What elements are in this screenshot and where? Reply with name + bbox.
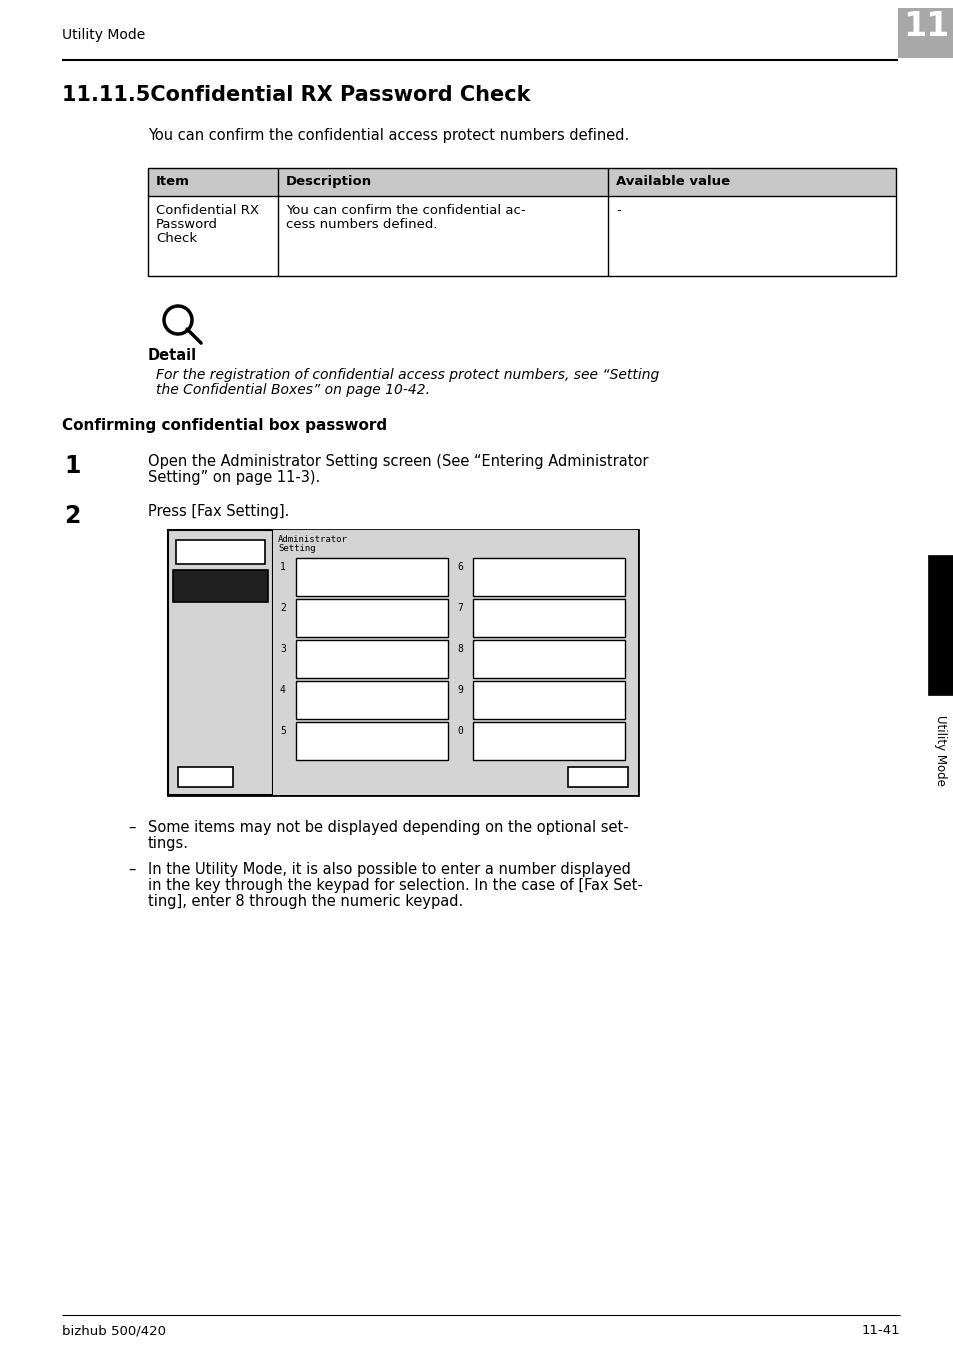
Bar xyxy=(273,530,638,795)
Bar xyxy=(473,558,624,596)
Text: Password: Password xyxy=(156,218,218,231)
Text: Utility Mode: Utility Mode xyxy=(934,715,946,786)
Text: 1: 1 xyxy=(280,562,286,572)
Bar xyxy=(473,599,624,637)
Text: Machine Setting: Machine Setting xyxy=(299,612,380,622)
Text: Item: Item xyxy=(156,174,190,188)
Bar xyxy=(567,767,627,787)
Text: 1: 1 xyxy=(64,454,80,479)
Text: Utility Mode: Utility Mode xyxy=(62,28,145,42)
Bar xyxy=(897,8,953,58)
Text: 6: 6 xyxy=(456,562,462,572)
Text: Exit: Exit xyxy=(192,771,218,780)
Bar xyxy=(168,530,638,795)
Text: Copier Setting: Copier Setting xyxy=(476,562,552,571)
Text: In the Utility Mode, it is also possible to enter a number displayed: In the Utility Mode, it is also possible… xyxy=(148,863,630,877)
Text: 11: 11 xyxy=(902,9,948,43)
Text: –: – xyxy=(128,821,135,836)
Text: Administrator: Administrator xyxy=(179,575,260,585)
Bar xyxy=(295,599,448,637)
Text: Security Setting: Security Setting xyxy=(476,726,562,735)
Text: Confidential RX: Confidential RX xyxy=(156,204,258,218)
Bar xyxy=(295,681,448,719)
Bar xyxy=(927,556,953,695)
Text: Administrator/: Administrator/ xyxy=(299,603,375,612)
Text: Available value: Available value xyxy=(616,174,729,188)
Text: Network Setting: Network Setting xyxy=(299,726,380,735)
Text: Fax Setting: Fax Setting xyxy=(476,644,536,653)
Text: 5: 5 xyxy=(280,726,286,735)
Bar xyxy=(175,539,265,564)
Bar xyxy=(295,722,448,760)
Text: 7: 7 xyxy=(456,603,462,612)
Text: -: - xyxy=(616,204,620,218)
Text: Printer Setting: Printer Setting xyxy=(476,603,558,612)
Bar xyxy=(295,558,448,596)
Text: 3: 3 xyxy=(280,644,286,654)
Text: 0: 0 xyxy=(456,726,462,735)
Text: ting], enter 8 through the numeric keypad.: ting], enter 8 through the numeric keypa… xyxy=(148,894,463,909)
Text: You can confirm the confidential access protect numbers defined.: You can confirm the confidential access … xyxy=(148,128,629,143)
Text: cess numbers defined.: cess numbers defined. xyxy=(286,218,437,231)
Text: bizhub 500/420: bizhub 500/420 xyxy=(62,1324,166,1337)
Text: 8: 8 xyxy=(456,644,462,654)
Text: Chapter 11: Chapter 11 xyxy=(934,588,946,661)
Text: 2: 2 xyxy=(280,603,286,612)
Bar xyxy=(172,571,268,602)
Text: Setting: Setting xyxy=(277,544,315,553)
Text: Check: Check xyxy=(156,233,197,245)
Bar xyxy=(148,168,895,196)
Text: 2: 2 xyxy=(64,504,80,529)
Text: Utility: Utility xyxy=(194,544,245,557)
Text: You can confirm the confidential ac-: You can confirm the confidential ac- xyxy=(286,204,525,218)
Bar xyxy=(295,639,448,677)
Text: For the registration of confidential access protect numbers, see “Setting: For the registration of confidential acc… xyxy=(156,368,659,383)
Bar xyxy=(148,168,895,276)
Text: Close: Close xyxy=(580,771,615,780)
Text: Detail: Detail xyxy=(148,347,197,362)
Bar xyxy=(473,639,624,677)
Text: the Confidential Boxes” on page 10-42.: the Confidential Boxes” on page 10-42. xyxy=(156,383,430,397)
Bar xyxy=(473,722,624,760)
Text: 11-41: 11-41 xyxy=(861,1324,899,1337)
Text: Administrator: Administrator xyxy=(277,535,348,544)
Text: Setting: Setting xyxy=(198,587,242,598)
Text: tings.: tings. xyxy=(148,836,189,850)
Text: Confirming confidential box password: Confirming confidential box password xyxy=(62,418,387,433)
Text: One-Touch: One-Touch xyxy=(299,644,348,653)
Bar xyxy=(168,530,273,795)
Text: System Connection: System Connection xyxy=(476,685,568,694)
Text: Some items may not be displayed depending on the optional set-: Some items may not be displayed dependin… xyxy=(148,821,628,836)
Text: Registration: Registration xyxy=(299,654,364,662)
Text: 11.11.5Confidential RX Password Check: 11.11.5Confidential RX Password Check xyxy=(62,85,530,105)
Text: Description: Description xyxy=(286,174,372,188)
Text: Press [Fax Setting].: Press [Fax Setting]. xyxy=(148,504,289,519)
Text: 4: 4 xyxy=(280,685,286,695)
Text: System Setting: System Setting xyxy=(299,562,375,571)
Text: /Account Track: /Account Track xyxy=(299,695,375,704)
Bar xyxy=(178,767,233,787)
Text: UserAuthentication: UserAuthentication xyxy=(299,685,396,694)
Bar xyxy=(473,681,624,719)
Text: in the key through the keypad for selection. In the case of [Fax Set-: in the key through the keypad for select… xyxy=(148,877,642,894)
Text: Open the Administrator Setting screen (See “Entering Administrator: Open the Administrator Setting screen (S… xyxy=(148,454,648,469)
Text: Setting” on page 11-3).: Setting” on page 11-3). xyxy=(148,470,320,485)
Text: 9: 9 xyxy=(456,685,462,695)
Text: –: – xyxy=(128,863,135,877)
